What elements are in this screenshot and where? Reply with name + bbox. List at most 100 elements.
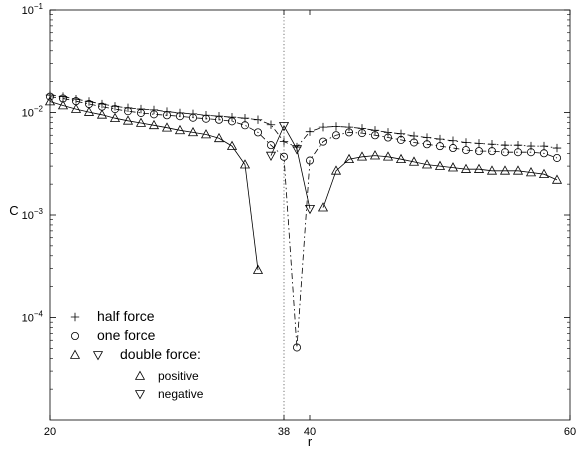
data-point bbox=[370, 126, 380, 135]
data-point bbox=[526, 141, 536, 151]
legend-label: double force: bbox=[120, 346, 201, 362]
legend-marker bbox=[134, 370, 146, 380]
data-point bbox=[357, 129, 366, 138]
series-layer bbox=[44, 90, 563, 352]
data-point bbox=[487, 140, 497, 149]
data-point bbox=[214, 115, 223, 124]
data-point bbox=[200, 129, 212, 139]
data-point bbox=[344, 122, 354, 132]
data-point bbox=[265, 151, 277, 162]
data-point bbox=[448, 144, 457, 153]
data-point bbox=[422, 140, 431, 149]
data-point bbox=[383, 133, 392, 142]
legend-marker bbox=[134, 390, 146, 400]
data-point bbox=[124, 107, 133, 116]
data-point bbox=[149, 110, 158, 119]
data-point bbox=[304, 204, 316, 215]
data-point bbox=[149, 105, 159, 115]
data-point bbox=[513, 140, 523, 150]
data-point bbox=[500, 148, 509, 157]
data-point bbox=[344, 128, 353, 137]
legend-marker bbox=[70, 312, 80, 322]
data-point bbox=[396, 135, 405, 144]
data-point bbox=[552, 143, 562, 153]
y-tick-label: 10−1 bbox=[22, 2, 44, 17]
legend-label: half force bbox=[97, 308, 155, 324]
data-point bbox=[291, 145, 303, 155]
data-point bbox=[252, 264, 264, 274]
data-point bbox=[111, 105, 120, 114]
data-point bbox=[435, 134, 445, 144]
data-point bbox=[539, 141, 549, 151]
data-point bbox=[188, 113, 197, 122]
series-line bbox=[49, 96, 558, 348]
data-point bbox=[369, 150, 381, 160]
y-axis-label: C bbox=[9, 203, 18, 218]
x-tick-label: 40 bbox=[304, 426, 316, 438]
data-point bbox=[226, 140, 238, 150]
data-point bbox=[487, 147, 496, 156]
data-point bbox=[278, 122, 290, 132]
data-point bbox=[253, 115, 263, 124]
data-point bbox=[161, 122, 173, 132]
data-point bbox=[474, 147, 483, 156]
y-axis-ticks: 10−1 10−2 10−3 10−4 bbox=[22, 2, 570, 390]
data-point bbox=[331, 122, 341, 131]
legend-item: half force bbox=[70, 308, 155, 324]
data-point bbox=[240, 113, 250, 123]
data-point bbox=[59, 94, 68, 103]
legend-label: negative bbox=[158, 387, 204, 401]
data-point bbox=[136, 108, 145, 117]
data-point bbox=[266, 141, 275, 150]
legend-label: one force bbox=[97, 327, 156, 343]
legend-item: positive bbox=[134, 369, 199, 383]
data-point bbox=[305, 156, 314, 165]
data-point bbox=[383, 128, 393, 137]
series-positive bbox=[44, 96, 264, 274]
x-tick-label: 20 bbox=[44, 426, 56, 438]
data-point bbox=[447, 162, 459, 172]
data-point bbox=[135, 117, 147, 127]
data-point bbox=[434, 160, 446, 170]
data-point bbox=[409, 138, 418, 147]
y-tick-label: 10−3 bbox=[22, 207, 44, 222]
data-point bbox=[499, 165, 511, 175]
data-point bbox=[227, 117, 236, 126]
series-half-force bbox=[45, 90, 562, 153]
data-point bbox=[96, 109, 108, 119]
data-point bbox=[175, 112, 184, 121]
data-point bbox=[551, 174, 563, 184]
series-positive bbox=[317, 150, 563, 212]
legend-item: negative bbox=[134, 387, 204, 401]
data-point bbox=[46, 92, 55, 101]
series-negative bbox=[265, 122, 316, 215]
data-point bbox=[109, 112, 121, 122]
data-point bbox=[540, 149, 549, 158]
data-point bbox=[83, 106, 95, 116]
data-point bbox=[227, 112, 237, 122]
data-point bbox=[331, 131, 340, 140]
data-point bbox=[279, 137, 289, 146]
data-point bbox=[514, 148, 523, 157]
series-line bbox=[49, 101, 259, 271]
data-point bbox=[512, 165, 524, 175]
x-tick-label: 38 bbox=[278, 426, 290, 438]
data-point bbox=[448, 136, 458, 145]
data-point bbox=[318, 122, 328, 132]
legend-marker bbox=[92, 351, 104, 361]
data-point bbox=[70, 103, 82, 113]
data-point bbox=[317, 202, 329, 212]
data-point bbox=[408, 156, 420, 166]
legend-item: double force: bbox=[69, 346, 201, 362]
data-point bbox=[318, 137, 327, 146]
data-point bbox=[279, 152, 288, 161]
data-point bbox=[500, 140, 510, 150]
data-point bbox=[45, 90, 55, 100]
series-line bbox=[270, 125, 311, 209]
legend-label: positive bbox=[158, 369, 199, 383]
legend-item: one force bbox=[71, 327, 156, 343]
data-point bbox=[460, 163, 472, 173]
data-point bbox=[473, 163, 485, 173]
x-axis-ticks: 20 38 40 60 bbox=[44, 10, 576, 438]
